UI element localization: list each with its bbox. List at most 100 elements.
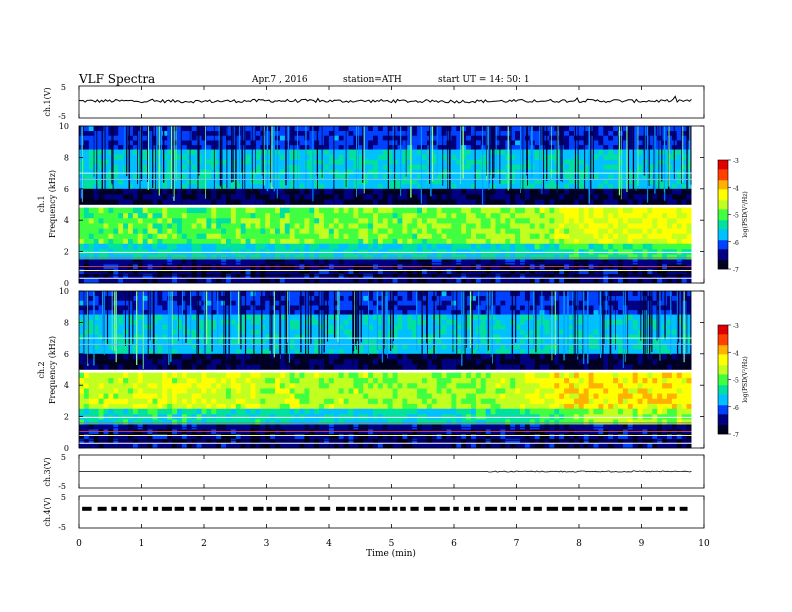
ch1-spectrogram-cell (279, 169, 286, 175)
ch1-spectrogram-cell (627, 238, 634, 245)
ch1-spectrogram-cell (382, 183, 389, 190)
ch1-spectrogram-cell (137, 183, 144, 190)
ch2-spectrogram-cell (157, 403, 163, 410)
ch1-spectrogram-colorbar-segment (718, 176, 728, 179)
ch1-spectrogram-cell (451, 273, 457, 279)
ch1-spectrogram-cell (333, 126, 340, 132)
ch2-spectrogram-cell (93, 309, 99, 315)
ch1-spectrogram-cell (309, 178, 315, 185)
ch1-spectrogram-cell (407, 223, 413, 229)
ch1-spectrogram-cell (358, 238, 364, 245)
ch1-spectrogram-cell (534, 233, 540, 239)
ch1-spectrogram-cell (103, 273, 109, 279)
ch1-spectrogram-cell (466, 228, 472, 234)
ch1-spectrogram-cell (333, 149, 340, 155)
ch1-spectrogram-cell (235, 233, 242, 239)
ch1-spectrogram-cell (387, 126, 393, 132)
ch1-spectrogram-cell (544, 228, 550, 234)
ch1-spectrogram-cell (88, 135, 95, 141)
ch1-spectrogram-cell (226, 140, 232, 146)
ch1-spectrogram-cell (627, 178, 634, 185)
ch1-spectrogram-cell (485, 194, 491, 200)
ch1-spectrogram-cell (113, 149, 119, 155)
ch1-spectrogram-cell (118, 223, 124, 229)
ch1-spectrogram-cell (191, 217, 197, 224)
ch1-spectrogram-cell (157, 140, 163, 146)
ch1-spectrogram-cell (520, 278, 526, 284)
ch1-spectrogram-cell (471, 212, 477, 219)
ch1-spectrogram-cell (485, 278, 491, 284)
ch1-spectrogram-cell (583, 183, 589, 190)
ch1-spectrogram-cell (608, 183, 614, 190)
ch1-spectrogram-cell (377, 199, 384, 205)
ch1-spectrogram-cell (681, 164, 687, 170)
ch2-spectrogram-cell (172, 364, 178, 370)
ch1-spectrogram-cell (647, 238, 653, 245)
ch1-spectrogram-cell (657, 174, 663, 180)
ch1-spectrogram-cell (132, 164, 139, 170)
ch1-spectrogram-cell (181, 154, 188, 160)
ch1-spectrogram-cell (598, 243, 604, 250)
ch1-spectrogram-cell (172, 174, 178, 180)
ch1-spectrogram-cell (123, 248, 129, 255)
ch1-spectrogram-cell (221, 223, 227, 229)
ch1-spectrogram-cell (250, 243, 256, 250)
ch1-spectrogram-cell (123, 135, 129, 141)
ch1-spectrogram-cell (93, 199, 99, 205)
ch1-spectrogram-cell (113, 233, 119, 239)
ch2-spectrogram-cell (142, 372, 148, 379)
ch1-spectrogram-cell (520, 273, 526, 279)
ch1-spectrogram-cell (167, 268, 173, 274)
ch1-spectrogram-cell (98, 174, 104, 180)
ch1-spectrogram-cell (622, 154, 629, 160)
ch2-spectrogram-cell (118, 324, 124, 330)
ch1-spectrogram-cell (510, 212, 516, 219)
ch1-spectrogram-cell (255, 223, 261, 229)
ch1-spectrogram-cell (657, 140, 663, 146)
ch2-spectrogram-cell (88, 295, 95, 301)
ch1-spectrogram-cell (128, 228, 134, 234)
ch1-spectrogram-cell (524, 183, 531, 190)
ch2-spectrogram-cell (147, 388, 153, 394)
ch1-spectrogram-cell (373, 199, 379, 205)
ch1-spectrogram-cell (578, 268, 585, 274)
ch1-spectrogram-cell (157, 199, 163, 205)
ch1-spectrogram-cell (510, 178, 516, 185)
ch1-spectrogram-cell (402, 164, 408, 170)
ch1-spectrogram-cell (412, 154, 418, 160)
ch1-spectrogram-cell (196, 254, 202, 260)
ch1-spectrogram-cell (480, 248, 487, 255)
ch1-spectrogram-colorbar-segment (718, 265, 728, 268)
ch2-spectrogram-cell (118, 433, 124, 439)
ch1-spectrogram-cell (642, 278, 648, 284)
ch1-spectrogram-cell (627, 233, 634, 239)
ch1-spectrogram-cell (245, 154, 251, 160)
ch2-spectrogram-cell (128, 343, 134, 350)
ch2-spectrogram-cell (142, 353, 148, 360)
ch1-spectrogram-cell (240, 144, 246, 150)
ch2-spectrogram-cell (152, 377, 158, 384)
ch1-spectrogram-cell (123, 149, 129, 155)
ch1-spectrogram-cell (377, 178, 384, 185)
ch2-spectrogram-cell (162, 291, 168, 297)
ch1-spectrogram-cell (147, 254, 153, 260)
ch1-spectrogram-cell (186, 174, 193, 180)
ch2-spectrogram-cell (196, 443, 202, 449)
ch1-spectrogram-cell (230, 259, 237, 265)
ch1-spectrogram-cell (319, 194, 325, 200)
ch1-spectrogram-cell (407, 135, 413, 141)
ch1-spectrogram-cell (113, 228, 119, 234)
ch1-spectrogram-cell (407, 144, 413, 150)
ch1-spectrogram-cell (363, 268, 369, 274)
ch1-spectrogram-cell (495, 268, 501, 274)
ch1-spectrogram-cell (382, 140, 389, 146)
ch1-spectrogram-cell (191, 268, 197, 274)
ch1-spectrogram-cell (461, 243, 467, 250)
ch1-spectrogram-cell (534, 174, 540, 180)
ch2-spectrogram-cell (206, 348, 212, 355)
ch1-spectrogram-cell (632, 140, 638, 146)
ch1-spectrogram-cell (123, 144, 129, 150)
ch1-spectrogram-colorbar-segment (718, 238, 728, 241)
ch2-spectrogram-cell (181, 443, 188, 449)
ch1-spectrogram-cell (240, 178, 246, 185)
